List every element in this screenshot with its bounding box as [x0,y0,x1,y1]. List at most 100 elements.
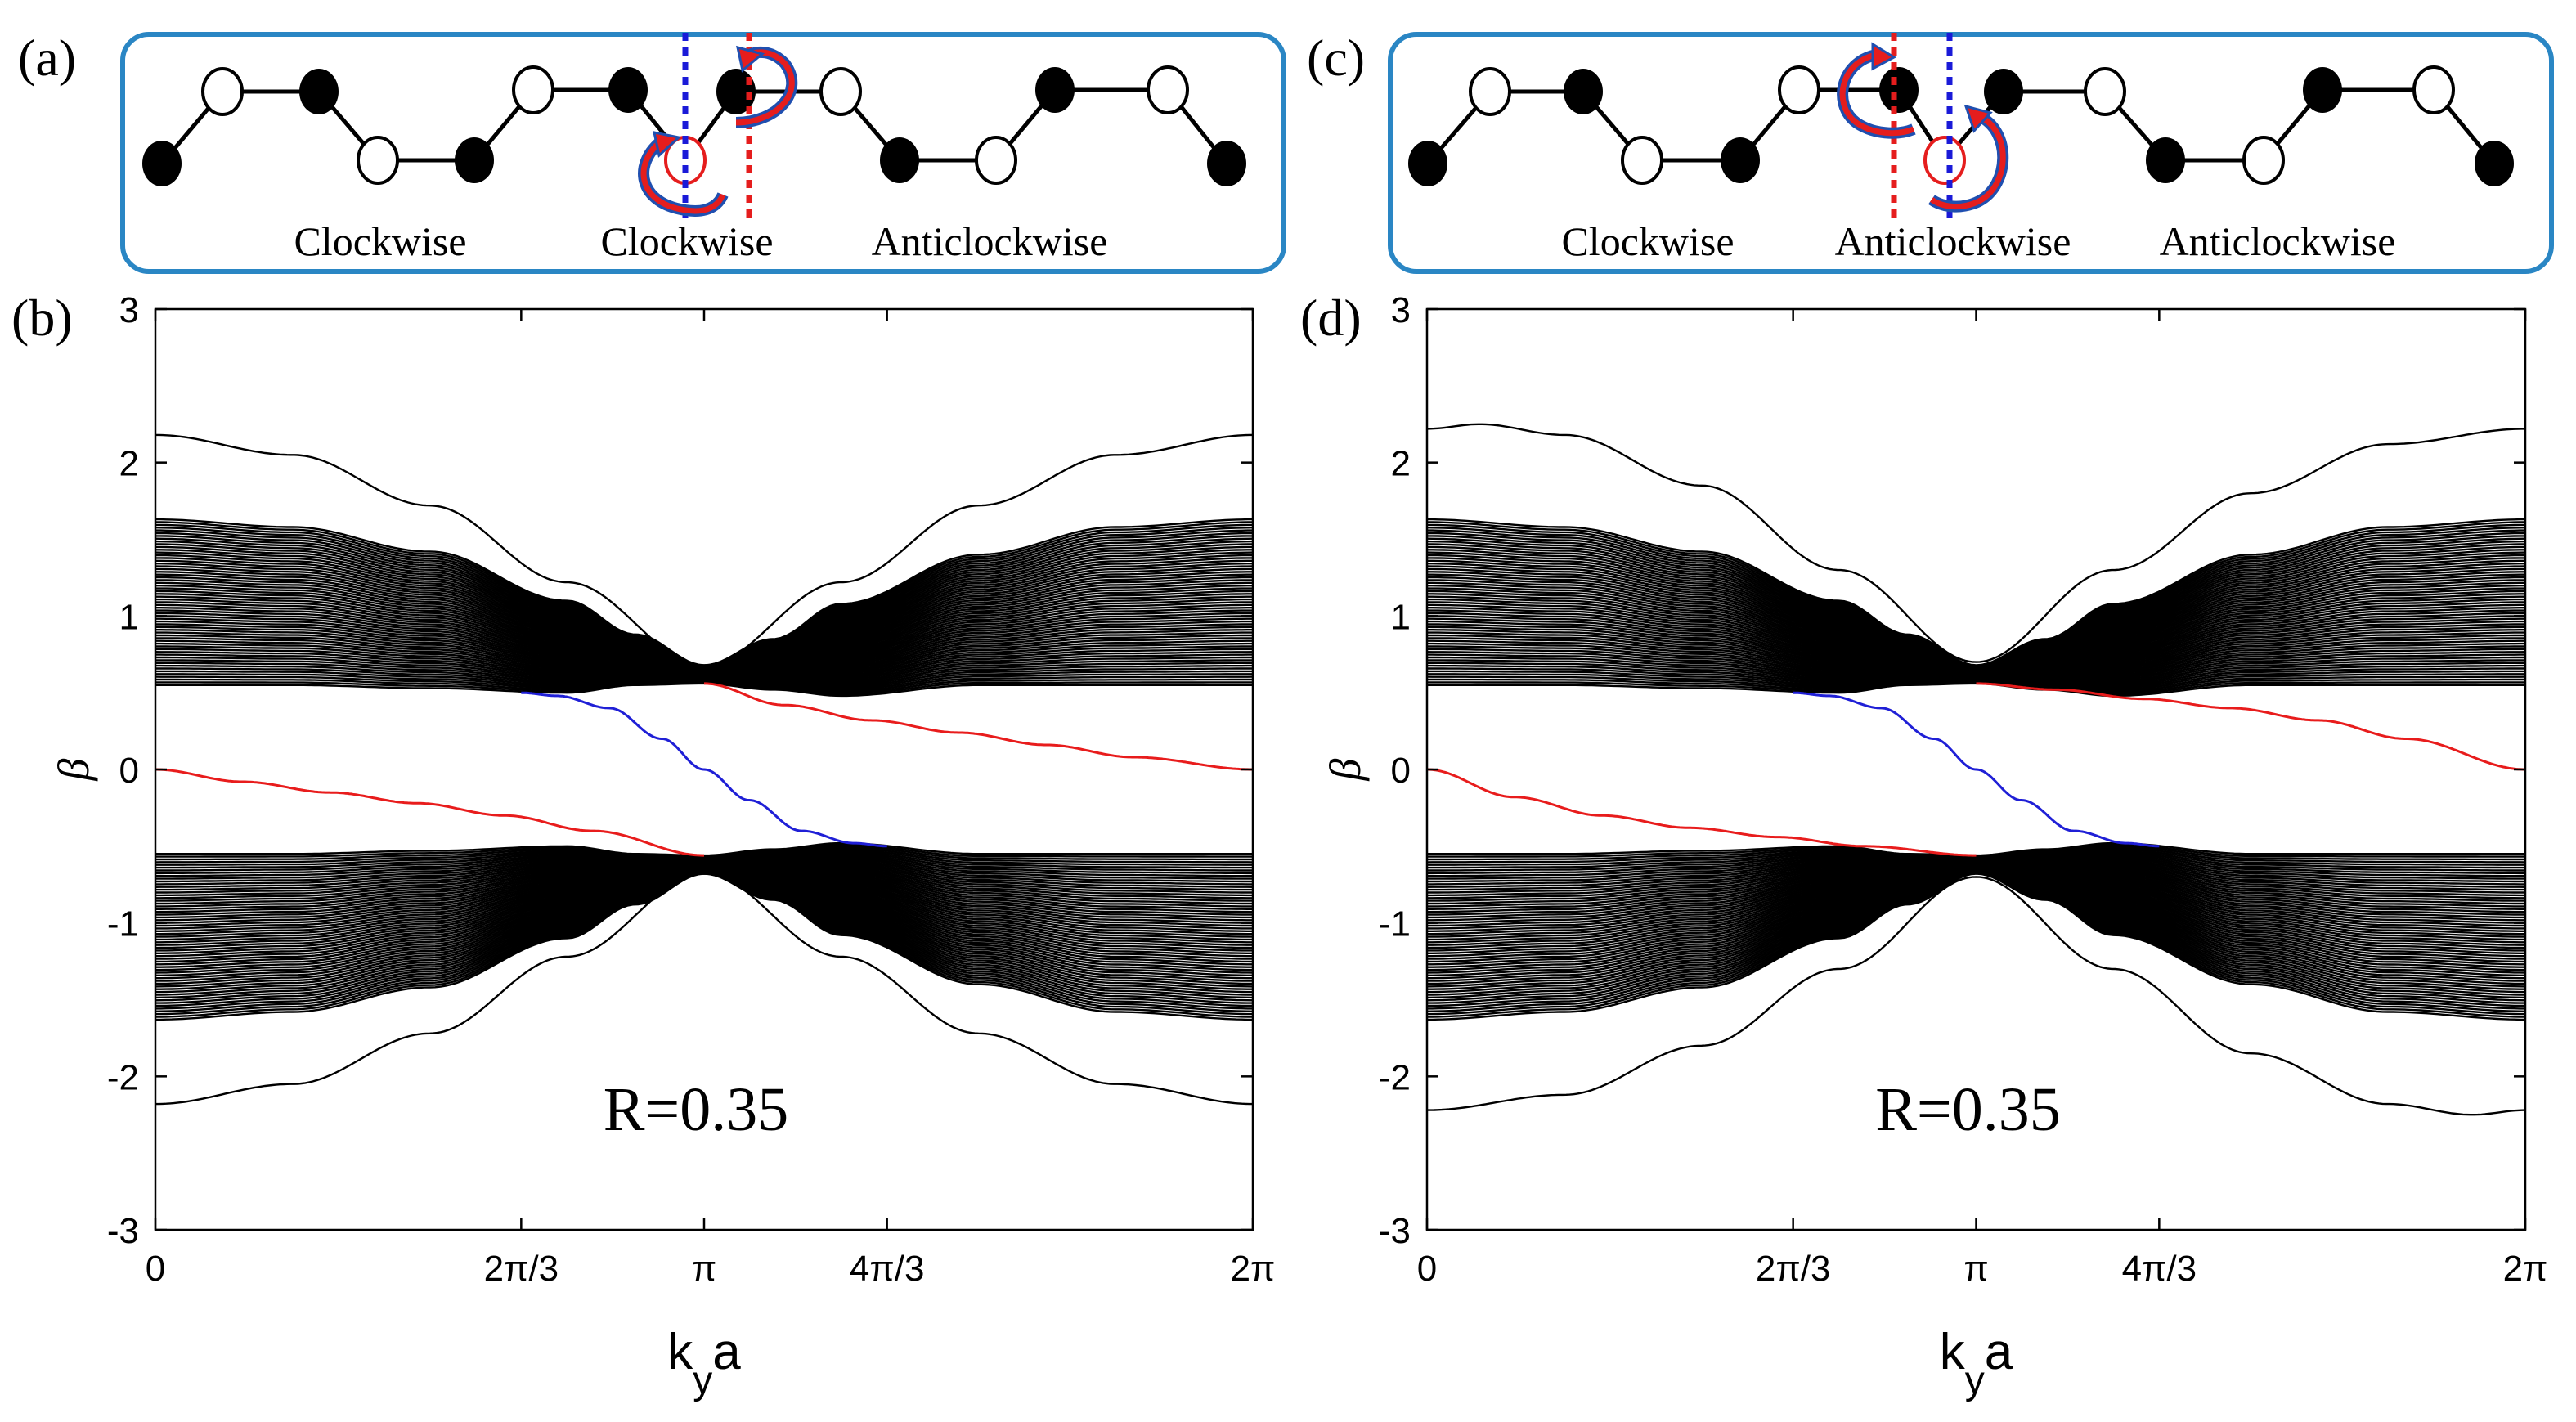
y-tick-label: 0 [119,751,139,791]
plot-b: -3 -2 -1 0 1 2 3 0 2π/3 π 4π/3 2π β kya R=0.35 [49,290,1275,1402]
site-open [819,67,862,116]
chirality-label: Anticlockwise [872,218,1108,264]
outer-band-line [155,433,1253,666]
y-tick-label: -3 [1379,1211,1411,1251]
panel-label-d: (d) [1300,289,1362,347]
y-tick-label: 2 [1391,444,1411,484]
panel-b: (b) -3 -2 -1 0 1 2 3 0 2π/3 π 4π/3 2π β kya R=0.35 [11,289,1275,1402]
site-open [975,136,1017,185]
site-filled [299,69,339,114]
site-open-highlighted [1923,136,1966,185]
site-filled [1408,141,1447,186]
x-axis-label-tail: a [1985,1324,2013,1380]
edge-state-line [1427,768,1977,857]
panel-a: (a) Clockwise Clockwise [18,29,1286,274]
plot-d: -3 -2 -1 0 1 2 3 0 2π/3 π 4π/3 2π β kya R=0.35 [1321,290,2547,1402]
site-filled [880,137,919,183]
arrowhead [653,131,682,158]
site-open [2412,65,2455,114]
x-axis-label-sub: y [1965,1359,1985,1402]
y-tick-label: 1 [119,597,139,637]
x-tick-label: 2π/3 [1756,1249,1831,1289]
arrowhead [1963,104,1993,133]
x-tick-label: 2π [2503,1249,2548,1289]
x-tick-label: 2π [1231,1249,1276,1289]
x-axis-label-tail: a [712,1324,741,1380]
edge-state-line [704,682,1253,771]
y-tick-label: 3 [119,290,139,330]
y-tick-label: 3 [1391,290,1411,330]
site-filled [2475,141,2514,186]
edge-state-line [1976,682,2525,771]
site-open [1147,65,1189,114]
x-tick-label: 2π/3 [484,1249,559,1289]
x-axis-label-main: k [1940,1324,1966,1380]
site-filled [1564,69,1603,114]
site-filled [455,137,494,183]
parameter-annotation: R=0.35 [604,1075,789,1144]
y-axis-label: β [49,758,98,781]
edge-state-line [521,691,887,848]
site-filled [716,69,756,114]
arrowhead [1871,42,1897,71]
x-axis-label-main: k [667,1324,693,1380]
site-open [357,136,399,185]
site-open [1621,136,1663,185]
lattice-sites-c [1408,65,2514,186]
circulation-arrow-red [1839,51,1915,137]
site-open [201,67,244,116]
circulation-arrow-red [1929,113,2006,209]
site-filled [1035,67,1075,113]
panel-d: (d) -3 -2 -1 0 1 2 3 0 2π/3 π 4π/3 2π β kya R=0.35 [1300,289,2547,1402]
site-filled [2303,67,2342,113]
panel-label-c: (c) [1307,29,1365,87]
chirality-label: Anticlockwise [1835,218,2071,264]
y-tick-label: 1 [1391,597,1411,637]
x-axis-label: kya [667,1324,741,1402]
site-filled [2146,137,2185,183]
site-open [2242,136,2285,185]
arrowhead [736,45,765,73]
chirality-label: Clockwise [294,218,466,264]
site-open [512,65,554,114]
chirality-label: Clockwise [1561,218,1734,264]
circulation-arrow-red [640,137,726,214]
y-tick-label: -2 [1379,1057,1411,1097]
site-open [2084,67,2126,116]
edge-state-line [155,768,704,857]
site-filled [142,141,182,186]
x-axis-label-sub: y [693,1359,712,1402]
site-filled [1984,69,2023,114]
outer-band-line [1426,423,2525,663]
x-tick-label: 4π/3 [850,1249,925,1289]
x-tick-label: 4π/3 [2122,1249,2197,1289]
panel-c: (c) Clockwise Anticlockwise [1307,29,2554,274]
x-axis-label: kya [1940,1324,2013,1402]
parameter-annotation: R=0.35 [1875,1075,2061,1144]
bulk-band-upper [1426,518,2526,698]
lattice-sites-a [142,65,1246,186]
chirality-label: Clockwise [600,218,773,264]
panel-label-b: (b) [11,289,73,347]
lattice-box-c [1388,32,2554,274]
y-tick-label: 0 [1391,751,1411,791]
panel-label-a: (a) [18,29,76,87]
x-tick-label: π [1963,1249,1988,1289]
y-tick-label: -2 [107,1057,139,1097]
site-filled [1207,141,1246,186]
lattice-box-a [120,32,1286,274]
site-filled [1879,67,1919,113]
outer-band-line [155,872,1253,1106]
site-filled [1721,137,1760,183]
y-tick-label: -3 [107,1211,139,1251]
x-tick-label: π [692,1249,716,1289]
site-filled [608,67,648,113]
x-tick-label: 0 [146,1249,165,1289]
outer-band-line [1427,876,2526,1116]
y-tick-label: -1 [1379,904,1411,944]
edge-state-line [1793,691,2160,848]
site-open [1778,65,1820,114]
site-open [1469,67,1511,116]
bulk-mode-line [1427,518,2525,666]
